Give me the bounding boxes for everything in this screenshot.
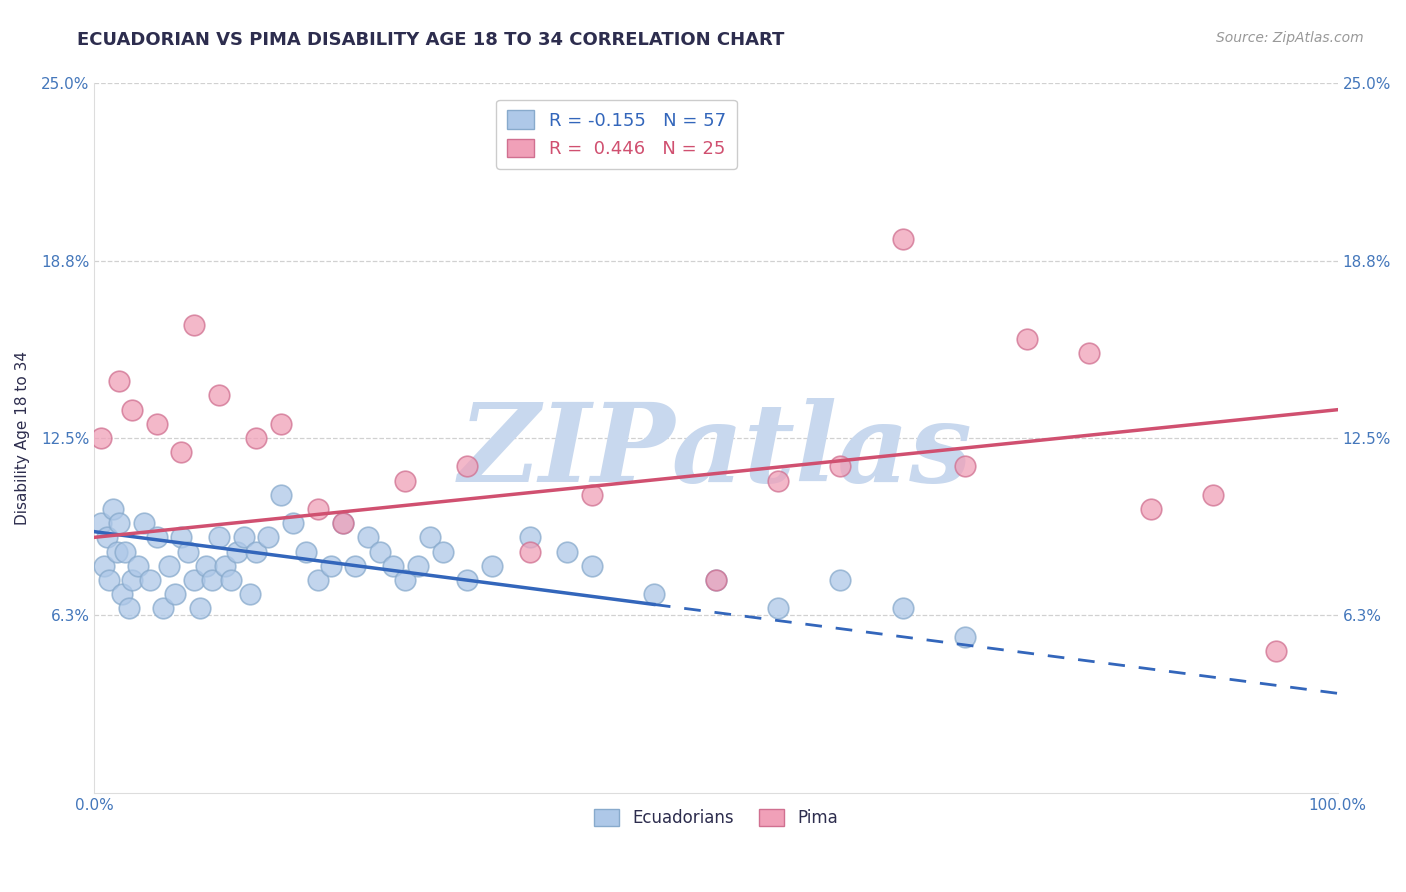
Point	[118, 601, 141, 615]
Point	[519, 544, 541, 558]
Point	[581, 558, 603, 573]
Point	[1264, 644, 1286, 658]
Point	[98, 573, 121, 587]
Point	[245, 431, 267, 445]
Point	[406, 558, 429, 573]
Point	[139, 573, 162, 587]
Point	[145, 417, 167, 431]
Point	[357, 530, 380, 544]
Point	[370, 544, 392, 558]
Point	[891, 601, 914, 615]
Point	[93, 558, 115, 573]
Point	[257, 530, 280, 544]
Point	[704, 573, 727, 587]
Point	[208, 530, 231, 544]
Point	[1078, 346, 1101, 360]
Point	[830, 573, 852, 587]
Point	[152, 601, 174, 615]
Point	[176, 544, 198, 558]
Point	[456, 573, 478, 587]
Point	[108, 374, 131, 388]
Point	[891, 232, 914, 246]
Point	[208, 388, 231, 402]
Y-axis label: Disability Age 18 to 34: Disability Age 18 to 34	[15, 351, 30, 525]
Point	[219, 573, 242, 587]
Point	[90, 516, 112, 530]
Point	[121, 402, 143, 417]
Point	[432, 544, 454, 558]
Point	[519, 530, 541, 544]
Point	[201, 573, 224, 587]
Point	[332, 516, 354, 530]
Point	[270, 488, 292, 502]
Point	[157, 558, 180, 573]
Point	[344, 558, 367, 573]
Point	[319, 558, 342, 573]
Point	[111, 587, 134, 601]
Point	[294, 544, 316, 558]
Point	[481, 558, 503, 573]
Point	[283, 516, 305, 530]
Legend: Ecuadorians, Pima: Ecuadorians, Pima	[588, 803, 845, 834]
Point	[214, 558, 236, 573]
Point	[704, 573, 727, 587]
Point	[394, 474, 416, 488]
Point	[195, 558, 218, 573]
Point	[232, 530, 254, 544]
Point	[307, 502, 329, 516]
Text: Source: ZipAtlas.com: Source: ZipAtlas.com	[1216, 31, 1364, 45]
Point	[226, 544, 249, 558]
Point	[555, 544, 578, 558]
Point	[121, 573, 143, 587]
Point	[170, 445, 193, 459]
Point	[188, 601, 211, 615]
Point	[239, 587, 262, 601]
Point	[270, 417, 292, 431]
Text: ECUADORIAN VS PIMA DISABILITY AGE 18 TO 34 CORRELATION CHART: ECUADORIAN VS PIMA DISABILITY AGE 18 TO …	[77, 31, 785, 49]
Point	[145, 530, 167, 544]
Point	[456, 459, 478, 474]
Point	[90, 431, 112, 445]
Point	[96, 530, 118, 544]
Text: ZIPatlas: ZIPatlas	[460, 399, 973, 506]
Point	[132, 516, 155, 530]
Point	[394, 573, 416, 587]
Point	[183, 318, 205, 332]
Point	[381, 558, 404, 573]
Point	[830, 459, 852, 474]
Point	[1015, 332, 1038, 346]
Point	[332, 516, 354, 530]
Point	[953, 630, 976, 644]
Point	[1202, 488, 1225, 502]
Point	[101, 502, 124, 516]
Point	[307, 573, 329, 587]
Point	[768, 474, 790, 488]
Point	[105, 544, 128, 558]
Point	[170, 530, 193, 544]
Point	[114, 544, 136, 558]
Point	[108, 516, 131, 530]
Point	[1140, 502, 1163, 516]
Point	[643, 587, 665, 601]
Point	[165, 587, 187, 601]
Point	[419, 530, 441, 544]
Point	[127, 558, 149, 573]
Point	[581, 488, 603, 502]
Point	[953, 459, 976, 474]
Point	[768, 601, 790, 615]
Point	[183, 573, 205, 587]
Point	[245, 544, 267, 558]
